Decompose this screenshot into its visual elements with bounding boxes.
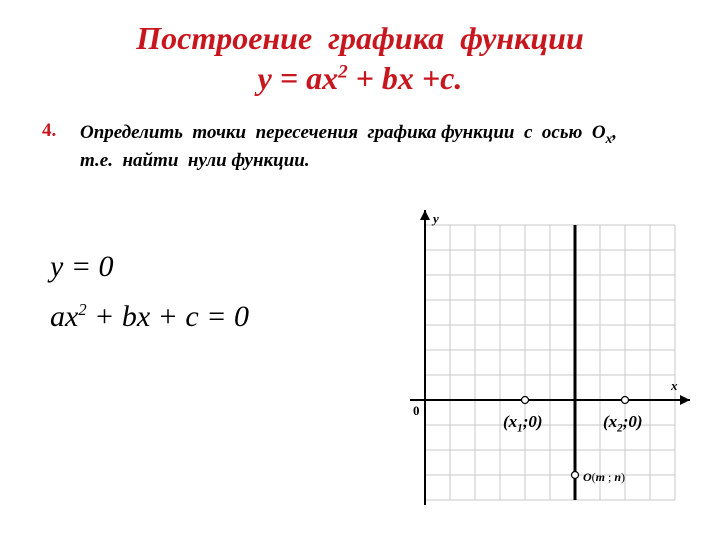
title-line1: Построение графика функции	[0, 18, 720, 58]
step-text: Определить точки пересечения графика фун…	[80, 120, 662, 173]
svg-text:у: у	[431, 211, 439, 226]
step-4: 4. Определить точки пересечения графика …	[42, 120, 662, 173]
equation-2: ax2 + bx + c = 0	[50, 300, 249, 334]
title-line2: у = ах2 + bх +с.	[0, 58, 720, 98]
point-x2-label: (х2;0)	[603, 412, 643, 434]
point-x1-label: (х1;0)	[503, 412, 543, 434]
svg-text:O(m ; n): O(m ; n)	[583, 470, 625, 484]
coordinate-plot: у х 0 O(m ; n)	[360, 200, 690, 510]
equation-1: y = 0	[50, 250, 114, 284]
svg-text:х: х	[670, 378, 678, 393]
slide-title: Построение графика функции у = ах2 + bх …	[0, 0, 720, 98]
step-number: 4.	[42, 120, 70, 142]
svg-text:0: 0	[413, 403, 420, 418]
